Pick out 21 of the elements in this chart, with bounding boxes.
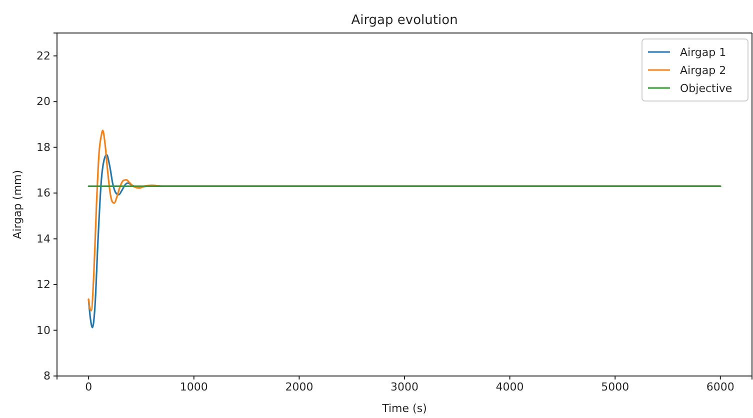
chart-title: Airgap evolution (351, 13, 458, 28)
y-axis-title: Airgap (mm) (11, 170, 24, 240)
legend-label: Airgap 2 (680, 64, 726, 77)
y-tick-label: 8 (44, 370, 50, 383)
x-tick-label: 0 (85, 380, 92, 394)
y-tick-label: 12 (36, 278, 50, 292)
legend-label: Airgap 1 (680, 46, 726, 59)
y-tick-label: 22 (36, 49, 50, 62)
x-axis-title: Time (s) (381, 402, 427, 415)
legend-label: Objective (680, 82, 732, 95)
y-tick-label: 10 (36, 324, 50, 337)
x-tick-label: 3000 (390, 380, 418, 394)
x-tick-label: 5000 (601, 380, 630, 394)
x-tick-label: 4000 (496, 380, 524, 394)
x-tick-label: 2000 (285, 380, 314, 394)
y-tick-label: 20 (36, 95, 50, 108)
x-tick-label: 6000 (706, 380, 734, 394)
y-tick-label: 18 (36, 140, 50, 154)
y-tick-label: 14 (36, 232, 50, 246)
x-tick-label: 1000 (180, 380, 208, 394)
y-tick-label: 16 (36, 186, 50, 200)
